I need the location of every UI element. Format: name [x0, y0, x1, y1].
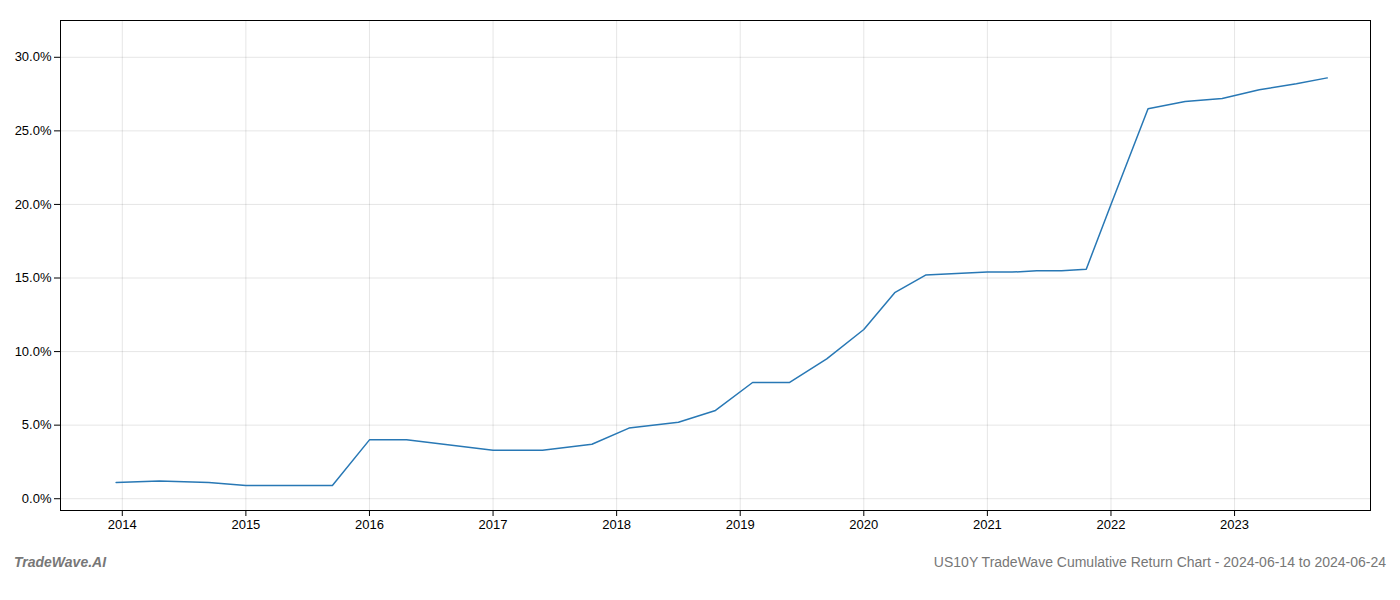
svg-text:2023: 2023 — [1220, 517, 1249, 532]
svg-text:15.0%: 15.0% — [15, 270, 52, 285]
svg-text:2020: 2020 — [849, 517, 878, 532]
svg-text:2018: 2018 — [602, 517, 631, 532]
html-text:US10Y TradeWave Cumulative Ret: US10Y TradeWave Cumulative Return Chart … — [933, 554, 1386, 570]
svg-text:20.0%: 20.0% — [15, 197, 52, 212]
svg-text:2014: 2014 — [108, 517, 137, 532]
svg-text:10.0%: 10.0% — [15, 344, 52, 359]
svg-text:2016: 2016 — [355, 517, 384, 532]
html-text:TradeWave.AI: TradeWave.AI — [14, 554, 107, 570]
svg-text:5.0%: 5.0% — [22, 417, 52, 432]
svg-text:2021: 2021 — [973, 517, 1002, 532]
svg-text:2015: 2015 — [231, 517, 260, 532]
svg-text:2019: 2019 — [726, 517, 755, 532]
svg-text:2022: 2022 — [1097, 517, 1126, 532]
svg-text:2017: 2017 — [479, 517, 508, 532]
svg-text:25.0%: 25.0% — [15, 123, 52, 138]
svg-text:0.0%: 0.0% — [22, 491, 52, 506]
svg-text:30.0%: 30.0% — [15, 49, 52, 64]
